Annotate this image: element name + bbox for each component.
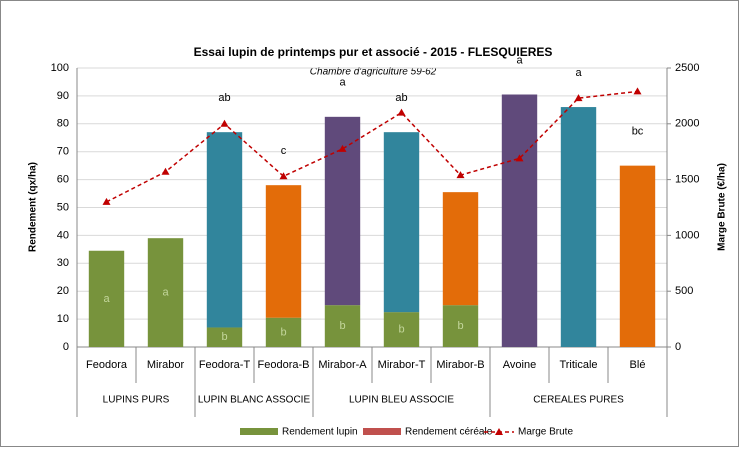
bar-segment [383, 312, 420, 347]
legend-swatch [240, 428, 278, 435]
x-tick-label: Avoine [503, 359, 536, 371]
legend-swatch [363, 428, 401, 435]
x-tick-label: Triticale [559, 359, 597, 371]
bar-segment [501, 94, 538, 347]
x-tick-label: Mirabor-B [436, 359, 484, 371]
y2-tick-label: 1000 [675, 229, 699, 241]
y-tick-label: 20 [57, 285, 69, 297]
x-tick-label: Mirabor-T [378, 359, 426, 371]
bar-segment [324, 305, 361, 347]
legend-swatch [495, 428, 503, 435]
y2-tick-label: 0 [675, 341, 681, 353]
x-tick-label: Blé [630, 359, 646, 371]
significance-letter: ab [395, 92, 407, 104]
significance-letter: ab [218, 92, 230, 104]
bar-segment [265, 317, 302, 347]
y2-tick-label: 500 [675, 285, 693, 297]
y2-tick-label: 2500 [675, 62, 699, 74]
group-label: LUPINS PURS [103, 395, 170, 406]
bar-segment [383, 132, 420, 313]
y-tick-label: 50 [57, 201, 69, 213]
line-marker [102, 197, 111, 205]
significance-letter: b [339, 320, 345, 332]
bar-segment [442, 192, 479, 306]
y2-tick-label: 2000 [675, 118, 699, 130]
x-tick-label: Feodora-T [199, 359, 251, 371]
significance-letter: b [398, 323, 404, 335]
y2-tick-label: 1500 [675, 174, 699, 186]
y-tick-label: 100 [51, 62, 69, 74]
group-label: CEREALES PURES [533, 395, 624, 406]
line-marker [397, 108, 406, 116]
significance-letter: a [339, 77, 346, 89]
significance-letter: b [457, 320, 463, 332]
y-tick-label: 60 [57, 174, 69, 186]
y-tick-label: 10 [57, 313, 69, 325]
significance-letter: a [516, 54, 523, 66]
line-marker [338, 144, 347, 152]
y2-axis-title: Marge Brute (€/ha) [717, 163, 728, 251]
significance-letter: b [221, 331, 227, 343]
line-marker [456, 171, 465, 179]
significance-letter: bc [632, 126, 644, 138]
significance-letter: b [280, 326, 286, 338]
chart-title: Essai lupin de printemps pur et associé … [194, 45, 553, 59]
legend-label: Marge Brute [518, 427, 573, 438]
y-tick-label: 40 [57, 229, 69, 241]
bar-segment [560, 107, 597, 347]
y-tick-label: 80 [57, 118, 69, 130]
x-tick-label: Feodora-B [258, 359, 310, 371]
line-marker [161, 167, 170, 175]
bar-segment [206, 327, 243, 347]
line-marker [220, 119, 229, 127]
group-label: LUPIN BLANC ASSOCIE [198, 395, 311, 406]
line-marker [279, 172, 288, 180]
line-marker [633, 87, 642, 95]
y-tick-label: 30 [57, 257, 69, 269]
chart-subtitle: Chambre d'agriculture 59-62 [310, 67, 437, 78]
bar-segment [206, 132, 243, 328]
bar-segment [442, 305, 479, 347]
significance-letter: c [281, 145, 287, 157]
bar-segment [88, 250, 125, 347]
legend-label: Rendement céréale [405, 427, 493, 438]
x-tick-label: Feodora [86, 359, 128, 371]
bar-segment [147, 238, 184, 347]
significance-letter: a [162, 287, 169, 299]
line-marker [515, 154, 524, 162]
bar-segment [619, 165, 656, 347]
significance-letter: a [575, 67, 582, 79]
y-tick-label: 70 [57, 146, 69, 158]
legend-label: Rendement lupin [282, 427, 358, 438]
line-marker [574, 94, 583, 102]
bar-segment [265, 185, 302, 318]
y-tick-label: 90 [57, 90, 69, 102]
y-tick-label: 0 [63, 341, 69, 353]
x-tick-label: Mirabor-A [318, 359, 367, 371]
x-tick-label: Mirabor [147, 359, 185, 371]
y-axis-title: Rendement (qx/ha) [28, 162, 39, 252]
group-label: LUPIN BLEU ASSOCIE [349, 395, 454, 406]
significance-letter: a [103, 293, 110, 305]
